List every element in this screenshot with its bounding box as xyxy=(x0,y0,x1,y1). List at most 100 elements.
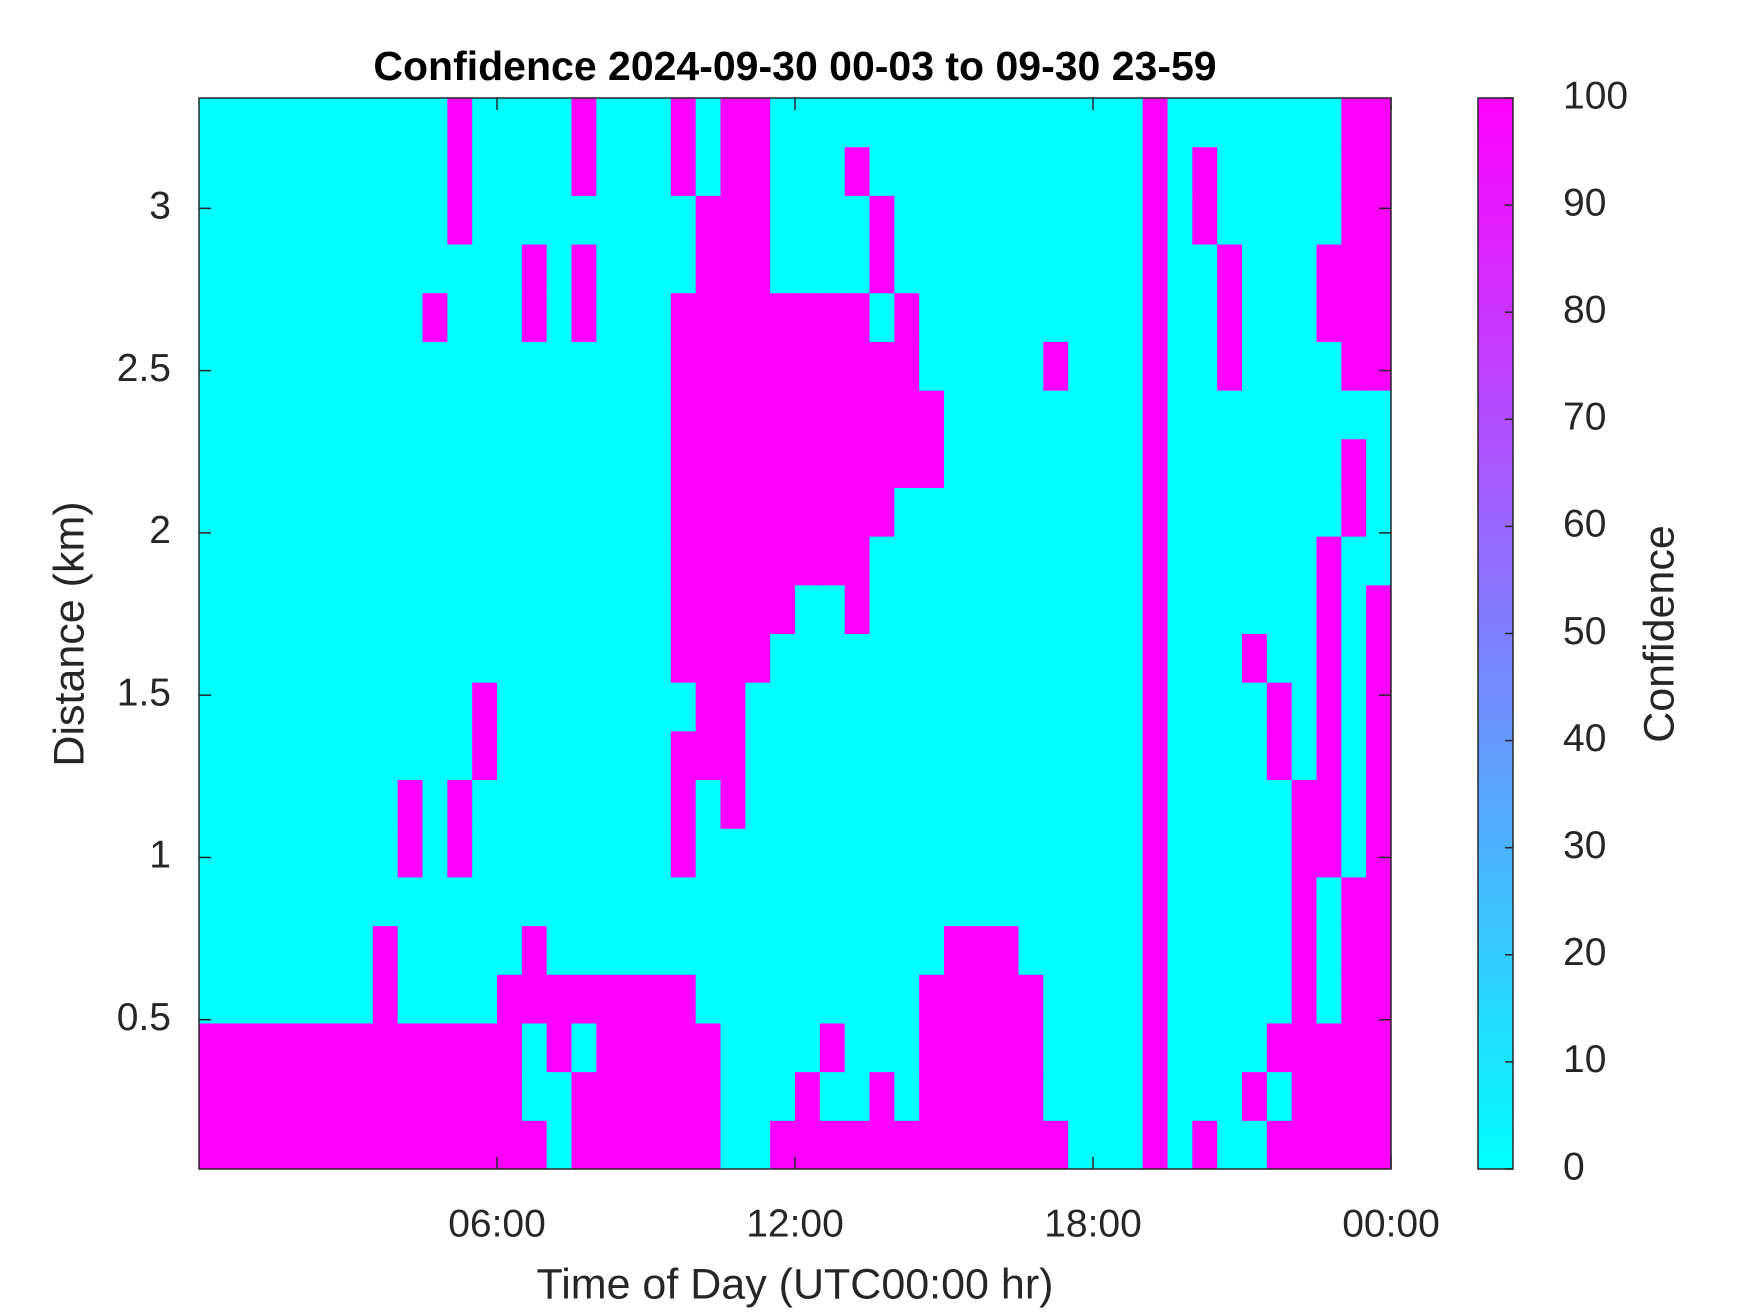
heatmap-cell xyxy=(422,341,448,391)
heatmap-cell xyxy=(1117,584,1144,634)
heatmap-cell xyxy=(1192,195,1218,245)
heatmap-cell xyxy=(1093,779,1119,829)
heatmap-cell xyxy=(1093,876,1119,927)
heatmap-cell xyxy=(1142,974,1168,1024)
heatmap-cell xyxy=(1167,1120,1193,1170)
heatmap-cell xyxy=(819,730,846,781)
heatmap-cell xyxy=(521,730,548,781)
heatmap-cell xyxy=(1093,682,1119,732)
heatmap-cell xyxy=(695,487,721,537)
heatmap-cell xyxy=(372,98,399,148)
heatmap-cell xyxy=(1192,1071,1218,1121)
heatmap-cell xyxy=(844,925,870,975)
heatmap-cell xyxy=(223,682,250,732)
heatmap-cell xyxy=(1242,1071,1268,1121)
colorbar-tick-label: 60 xyxy=(1563,503,1606,546)
heatmap-cell xyxy=(795,584,821,634)
heatmap-cell xyxy=(646,974,672,1024)
heatmap-cell xyxy=(646,584,672,634)
heatmap-cell xyxy=(1167,779,1193,829)
heatmap-cell xyxy=(695,244,721,294)
heatmap-cell xyxy=(745,244,771,294)
heatmap-cell xyxy=(745,1022,771,1073)
heatmap-cell xyxy=(1242,828,1268,878)
heatmap-cell xyxy=(869,633,895,683)
heatmap-cell xyxy=(571,730,597,781)
heatmap-cell xyxy=(199,195,225,245)
heatmap-cell xyxy=(1093,438,1119,488)
y-tick-label: 2.5 xyxy=(117,347,171,390)
heatmap-cell xyxy=(1068,1022,1094,1073)
heatmap-cell xyxy=(745,438,771,488)
heatmap-cell xyxy=(1043,974,1069,1024)
heatmap-cell xyxy=(1341,1120,1367,1170)
heatmap-cell xyxy=(621,1120,647,1170)
heatmap-cell xyxy=(546,925,572,975)
heatmap-cell xyxy=(248,487,274,537)
heatmap-cell xyxy=(348,536,374,586)
heatmap-cell xyxy=(646,146,672,196)
heatmap-cell xyxy=(869,974,895,1024)
heatmap-cell xyxy=(273,1120,299,1170)
heatmap-cell xyxy=(248,1120,274,1170)
heatmap-cell xyxy=(720,682,746,732)
heatmap-cell xyxy=(944,1071,970,1121)
heatmap-cell xyxy=(1266,730,1293,781)
heatmap-cell xyxy=(223,828,250,878)
heatmap-cell xyxy=(1316,730,1342,781)
heatmap-cell xyxy=(1366,828,1392,878)
heatmap-cell xyxy=(621,195,647,245)
heatmap-cell xyxy=(372,536,399,586)
heatmap-cell xyxy=(1266,244,1293,294)
heatmap-cell xyxy=(1142,925,1168,975)
heatmap-cell xyxy=(497,682,523,732)
heatmap-cell xyxy=(372,1022,399,1073)
heatmap-cell xyxy=(1043,779,1069,829)
heatmap-cell xyxy=(1093,146,1119,196)
heatmap-cell xyxy=(968,828,995,878)
heatmap-cell xyxy=(695,584,721,634)
heatmap-cell xyxy=(1242,536,1268,586)
heatmap-cell xyxy=(869,925,895,975)
heatmap-cell xyxy=(1217,292,1243,342)
heatmap-cell xyxy=(223,1022,250,1073)
heatmap-cell xyxy=(1266,876,1293,927)
heatmap-cell xyxy=(447,876,473,927)
heatmap-cell xyxy=(497,98,523,148)
heatmap-cell xyxy=(596,98,622,148)
heatmap-cell xyxy=(1316,633,1342,683)
heatmap-cell xyxy=(298,536,324,586)
heatmap-cell xyxy=(819,536,846,586)
heatmap-cell xyxy=(1366,341,1392,391)
heatmap-cell xyxy=(223,876,250,927)
heatmap-cell xyxy=(223,390,250,440)
heatmap-cell xyxy=(1142,1022,1168,1073)
heatmap-cell xyxy=(1316,341,1342,391)
heatmap-cell xyxy=(1316,98,1342,148)
heatmap-cell xyxy=(646,536,672,586)
heatmap-cell xyxy=(1192,876,1218,927)
heatmap-cell xyxy=(422,682,448,732)
heatmap-cell xyxy=(1192,1022,1218,1073)
heatmap-cell xyxy=(1291,730,1317,781)
heatmap-cell xyxy=(993,487,1019,537)
heatmap-cell xyxy=(571,146,597,196)
heatmap-cell xyxy=(844,1120,870,1170)
heatmap-cell xyxy=(1192,584,1218,634)
heatmap-cell xyxy=(223,1120,250,1170)
heatmap-cell xyxy=(422,1022,448,1073)
heatmap-cell xyxy=(1043,584,1069,634)
heatmap-cell xyxy=(993,195,1019,245)
heatmap-cell xyxy=(1068,438,1094,488)
heatmap-cell xyxy=(1266,1120,1293,1170)
heatmap-cell xyxy=(1142,682,1168,732)
heatmap-cell xyxy=(199,487,225,537)
heatmap-cell xyxy=(968,438,995,488)
heatmap-cell xyxy=(944,682,970,732)
heatmap-cell xyxy=(968,292,995,342)
heatmap-cell xyxy=(1192,438,1218,488)
heatmap-cell xyxy=(1291,98,1317,148)
heatmap-cell xyxy=(869,682,895,732)
heatmap-cell xyxy=(993,390,1019,440)
heatmap-cell xyxy=(1266,584,1293,634)
